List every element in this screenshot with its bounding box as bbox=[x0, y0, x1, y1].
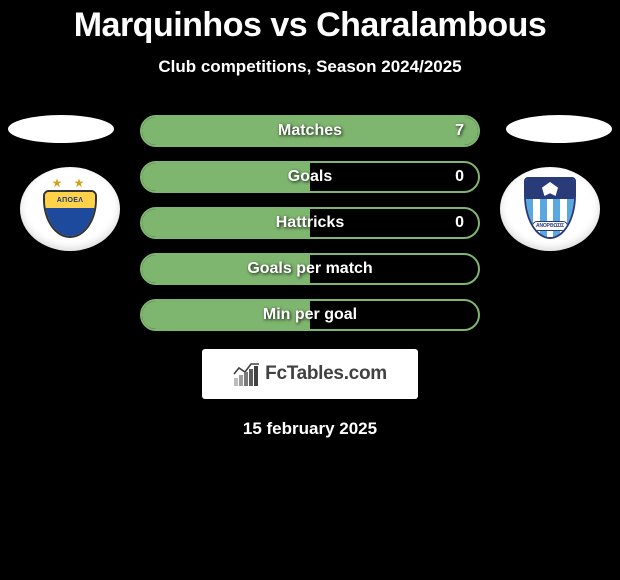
stat-value: 0 bbox=[455, 214, 464, 232]
stats-area: ★ ★ ★ ΑΠΟΕΛ bbox=[0, 115, 620, 331]
stat-label: Hattricks bbox=[142, 214, 478, 232]
apoel-shield-icon: ★ ★ ★ ΑΠΟΕΛ bbox=[43, 178, 97, 240]
player-silhouette-left bbox=[8, 115, 114, 143]
shield-body: ΑΝΟΡΘΩΣΙΣ bbox=[524, 177, 576, 239]
stat-value: 7 bbox=[455, 122, 464, 140]
brand-text: FcTables.com bbox=[265, 363, 387, 385]
stat-value: 0 bbox=[455, 168, 464, 186]
stat-label: Min per goal bbox=[142, 306, 478, 324]
badge-circle: ΑΝΟΡΘΩΣΙΣ bbox=[500, 167, 600, 251]
club-badge-left: ★ ★ ★ ΑΠΟΕΛ bbox=[20, 167, 120, 251]
stat-row-hattricks: Hattricks 0 bbox=[140, 207, 480, 239]
subtitle: Club competitions, Season 2024/2025 bbox=[0, 57, 620, 77]
stat-label: Goals bbox=[142, 168, 478, 186]
player-silhouette-right bbox=[506, 115, 612, 143]
shield-lower bbox=[45, 208, 95, 238]
page-title: Marquinhos vs Charalambous bbox=[0, 0, 620, 45]
shield-top bbox=[526, 179, 574, 199]
stat-rows: Matches 7 Goals 0 Hattricks 0 Goals per … bbox=[140, 115, 480, 331]
comparison-card: Marquinhos vs Charalambous Club competit… bbox=[0, 0, 620, 580]
club-label-left: ΑΠΟΕΛ bbox=[45, 192, 95, 208]
date-text: 15 february 2025 bbox=[0, 419, 620, 439]
stat-row-matches: Matches 7 bbox=[140, 115, 480, 147]
brand-badge[interactable]: FcTables.com bbox=[202, 349, 418, 399]
shield-body: ΑΠΟΕΛ bbox=[43, 190, 97, 238]
stat-row-goals-per-match: Goals per match bbox=[140, 253, 480, 285]
stat-label: Matches bbox=[142, 122, 478, 140]
stat-row-goals: Goals 0 bbox=[140, 161, 480, 193]
bar-chart-icon bbox=[233, 362, 261, 386]
club-badge-right: ΑΝΟΡΘΩΣΙΣ bbox=[500, 167, 600, 251]
anorthosis-shield-icon: ΑΝΟΡΘΩΣΙΣ bbox=[524, 177, 576, 241]
badge-circle: ★ ★ ★ ΑΠΟΕΛ bbox=[20, 167, 120, 251]
eagle-icon bbox=[542, 182, 558, 196]
club-label-right: ΑΝΟΡΘΩΣΙΣ bbox=[532, 221, 568, 231]
stat-label: Goals per match bbox=[142, 260, 478, 278]
stat-row-min-per-goal: Min per goal bbox=[140, 299, 480, 331]
